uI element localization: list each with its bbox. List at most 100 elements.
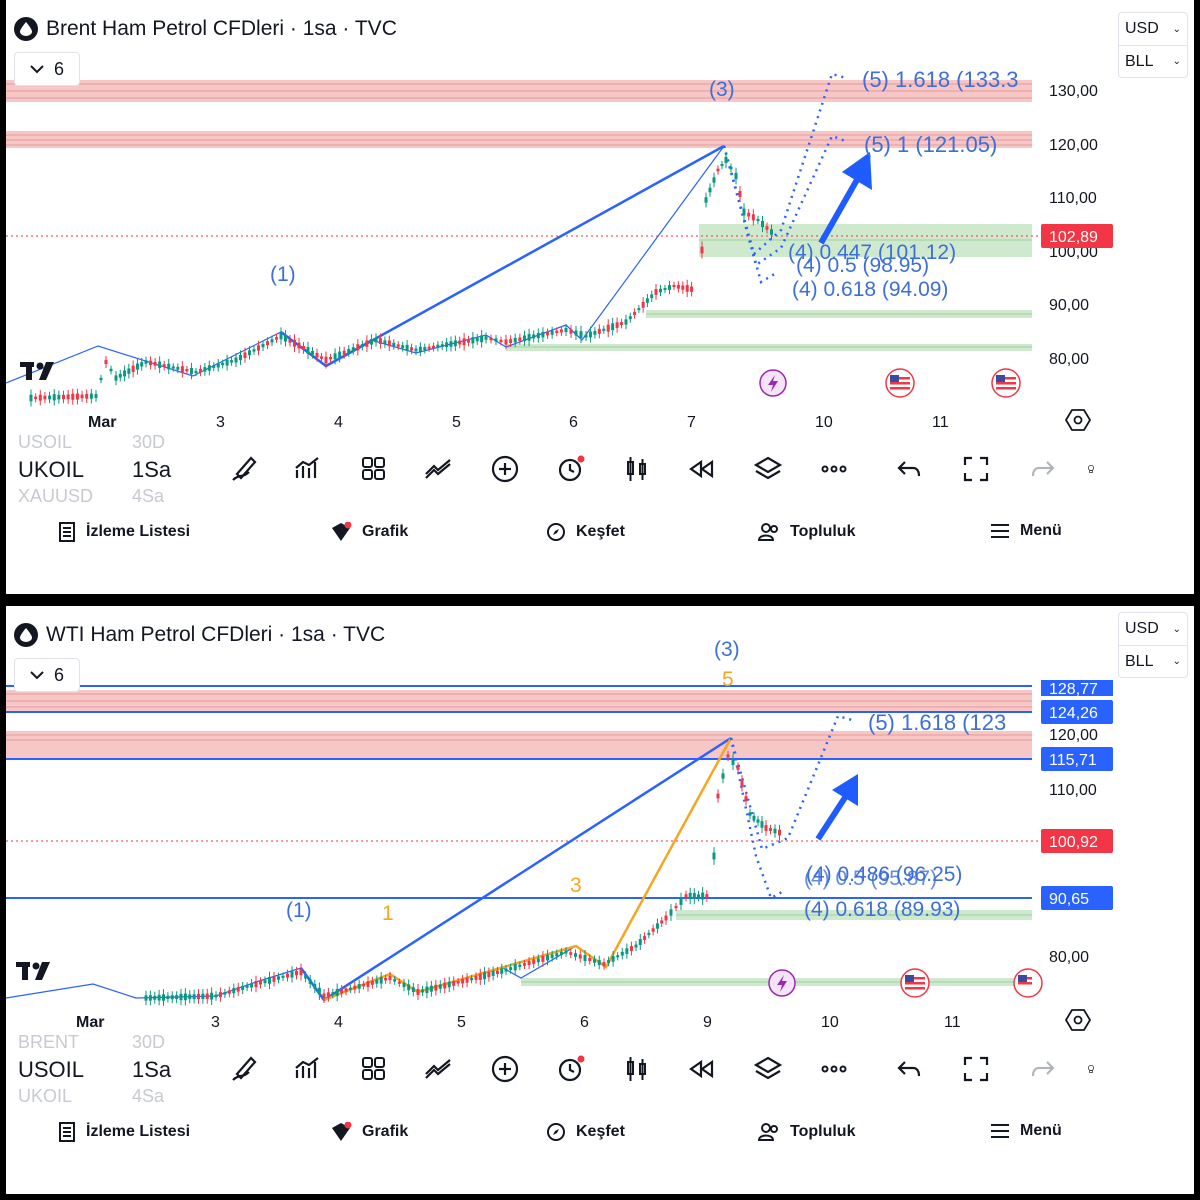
candle: [647, 932, 651, 936]
date-axis[interactable]: Mar 3 4 5 6 9 10 11: [76, 1014, 961, 1031]
chart-header[interactable]: WTI Ham Petrol CFDleri · 1sa · TVC: [14, 620, 385, 650]
candle: [756, 218, 760, 222]
candle: [668, 285, 671, 290]
timeframe-prev[interactable]: 30D: [132, 432, 166, 452]
brent-chart[interactable]: (1) (3) (5) 1.618 (133.3 (5) 1 (121.05) …: [6, 0, 1194, 594]
brent-panel: (1) (3) (5) 1.618 (133.3 (5) 1 (121.05) …: [6, 0, 1194, 594]
fullscreen-icon[interactable]: [956, 1049, 996, 1089]
fib-0618-label: (4) 0.618 (89.93): [804, 898, 960, 921]
symbol-prev[interactable]: USOIL: [18, 432, 73, 452]
symbol-selector[interactable]: UKOIL: [18, 457, 85, 482]
lightbulb-icon[interactable]: [1086, 1049, 1096, 1089]
timeframe-selector[interactable]: 1Sa: [132, 1057, 172, 1082]
templates-icon[interactable]: [354, 449, 394, 489]
settings-hex-icon[interactable]: [1064, 409, 1092, 431]
candle: [546, 954, 550, 961]
currency-unit-selector[interactable]: USD ⌄ BLL ⌄: [1118, 12, 1188, 78]
candle: [149, 360, 153, 366]
flash-icon[interactable]: [768, 969, 796, 997]
date-axis[interactable]: Mar 3 4 5 6 7 10 11: [88, 414, 949, 431]
candle: [778, 829, 781, 836]
us-flag-icon[interactable]: [1013, 968, 1043, 998]
replay-icon[interactable]: [682, 449, 722, 489]
indicators-collapse-button[interactable]: 6: [14, 52, 80, 86]
timeframe-next[interactable]: 4Sa: [132, 1086, 165, 1106]
us-flag-icon[interactable]: [885, 368, 915, 398]
unit-select[interactable]: BLL ⌄: [1119, 45, 1187, 77]
candle: [643, 936, 647, 940]
settings-hex-icon[interactable]: [1064, 1009, 1092, 1031]
unit-select[interactable]: BLL ⌄: [1119, 645, 1187, 677]
candle: [57, 394, 61, 400]
redo-icon[interactable]: [1022, 1049, 1062, 1089]
chart-header[interactable]: Brent Ham Petrol CFDleri · 1sa · TVC: [14, 14, 397, 44]
flash-icon[interactable]: [759, 369, 787, 397]
candle: [317, 987, 321, 995]
nav-chart[interactable]: Grafik: [330, 1122, 408, 1142]
candle: [445, 342, 449, 348]
nav-watchlist[interactable]: İzleme Listesi: [58, 522, 190, 542]
candle: [705, 894, 709, 898]
symbol-next[interactable]: XAUUSD: [18, 486, 94, 506]
undo-icon[interactable]: [890, 449, 930, 489]
indicators-icon[interactable]: [288, 1049, 328, 1089]
timeframe-prev[interactable]: 30D: [132, 1032, 166, 1052]
us-flag-icon[interactable]: [991, 368, 1021, 398]
timeframe-next[interactable]: 4Sa: [132, 486, 165, 506]
redo-icon[interactable]: [1022, 449, 1062, 489]
nav-chart[interactable]: Grafik: [330, 522, 408, 542]
candle: [522, 963, 526, 966]
more-icon[interactable]: [814, 449, 854, 489]
pen-icon[interactable]: [224, 449, 264, 489]
nav-menu[interactable]: Menü: [990, 1122, 1062, 1140]
symbol-prev[interactable]: BRENT: [18, 1032, 80, 1052]
candles-icon[interactable]: [617, 449, 657, 489]
nav-explore[interactable]: Keşfet: [546, 522, 625, 542]
wti-chart[interactable]: (1) (3) 1 3 5 (5) 1.618 (123 (4) 0.486 (…: [6, 606, 1194, 1194]
price-axis[interactable]: 130,00 120,00 110,00 100,00 90,00 80,00: [1049, 83, 1098, 368]
layers-icon[interactable]: [748, 449, 788, 489]
nav-menu[interactable]: Menü: [990, 522, 1062, 540]
timeframe-selector[interactable]: 1Sa: [132, 457, 172, 482]
candle: [532, 959, 536, 964]
nav-community[interactable]: Topluluk: [758, 522, 855, 542]
templates-icon[interactable]: [354, 1049, 394, 1089]
nav-explore[interactable]: Keşfet: [546, 1122, 625, 1142]
price-axis[interactable]: 120,00 110,00 80,00: [1049, 727, 1098, 966]
candle: [527, 334, 531, 341]
fullscreen-icon[interactable]: [956, 449, 996, 489]
symbol-selector[interactable]: USOIL: [18, 1057, 85, 1082]
nav-watchlist[interactable]: İzleme Listesi: [58, 1122, 190, 1142]
alert-icon[interactable]: [551, 1049, 591, 1089]
indicators-collapse-button[interactable]: 6: [14, 658, 80, 692]
drawings-icon[interactable]: [419, 1049, 459, 1089]
indicators-icon[interactable]: [288, 449, 328, 489]
plus-circle-icon[interactable]: [485, 449, 525, 489]
chevron-down-icon: [30, 64, 44, 73]
undo-icon[interactable]: [890, 1049, 930, 1089]
candle: [712, 852, 716, 860]
us-flag-icon[interactable]: [900, 968, 930, 998]
replay-icon[interactable]: [682, 1049, 722, 1089]
tradingview-logo: [20, 362, 54, 380]
more-icon[interactable]: [814, 1049, 854, 1089]
currency-select[interactable]: USD ⌄: [1119, 13, 1187, 45]
drawings-icon[interactable]: [419, 449, 459, 489]
candle: [716, 168, 720, 172]
lightbulb-icon[interactable]: [1086, 449, 1096, 489]
candles-icon[interactable]: [617, 1049, 657, 1089]
candle: [38, 394, 42, 401]
candle: [402, 982, 406, 988]
candle: [241, 986, 245, 990]
currency-select[interactable]: USD ⌄: [1119, 613, 1187, 645]
pen-icon[interactable]: [224, 1049, 264, 1089]
layers-icon[interactable]: [748, 1049, 788, 1089]
symbol-next[interactable]: UKOIL: [18, 1086, 73, 1106]
candle: [414, 348, 418, 352]
nav-community[interactable]: Topluluk: [758, 1122, 855, 1142]
currency-unit-selector[interactable]: USD ⌄ BLL ⌄: [1118, 612, 1188, 678]
alert-icon[interactable]: [551, 449, 591, 489]
plus-circle-icon[interactable]: [485, 1049, 525, 1089]
candle: [179, 993, 183, 1001]
candle: [205, 993, 209, 1000]
